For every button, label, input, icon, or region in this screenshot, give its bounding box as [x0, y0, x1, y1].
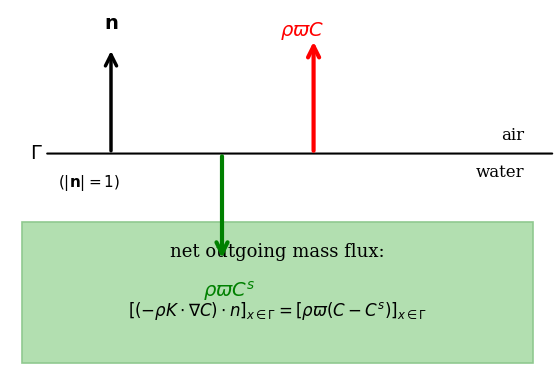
- Text: air: air: [501, 127, 524, 144]
- Text: net outgoing mass flux:: net outgoing mass flux:: [170, 243, 385, 260]
- Text: $\rho\varpi C$: $\rho\varpi C$: [280, 20, 325, 42]
- Text: $(|\mathbf{n}| = 1)$: $(|\mathbf{n}| = 1)$: [58, 173, 120, 193]
- Text: water: water: [476, 164, 524, 181]
- Text: $[(-\rho \mathit{K} \cdot \nabla C) \cdot \mathit{n}]_{\mathit{x}\in\Gamma} = [\: $[(-\rho \mathit{K} \cdot \nabla C) \cdo…: [128, 300, 427, 322]
- Text: $\mathbf{n}$: $\mathbf{n}$: [104, 15, 118, 33]
- Text: $\Gamma$: $\Gamma$: [30, 145, 42, 162]
- Text: $\rho\varpi C^s$: $\rho\varpi C^s$: [203, 279, 255, 303]
- FancyBboxPatch shape: [22, 222, 533, 363]
